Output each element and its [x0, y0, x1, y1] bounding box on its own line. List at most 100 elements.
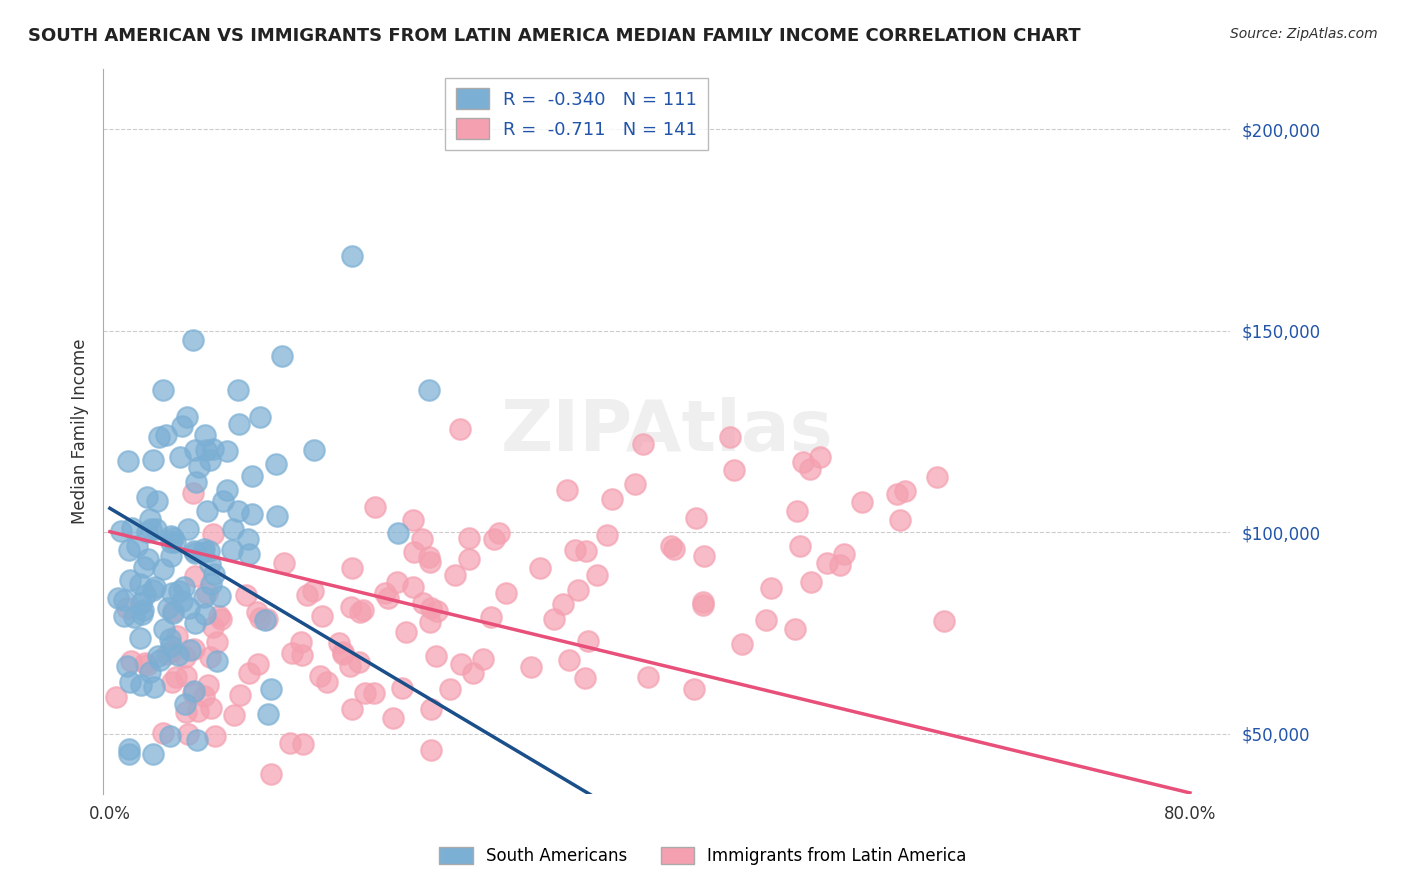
Point [149, 653, 172, 667]
Point [249, 409, 271, 424]
Point [183, 684, 205, 698]
Point [693, 549, 716, 563]
Point [332, 645, 354, 659]
Point [257, 707, 280, 722]
Point [143, 680, 166, 694]
Point [683, 681, 706, 696]
Point [543, 612, 565, 626]
Point [623, 476, 645, 491]
Point [273, 556, 295, 570]
Point [761, 581, 783, 595]
Point [278, 735, 301, 749]
Point [633, 436, 655, 450]
Point [692, 599, 714, 613]
Point [167, 584, 190, 599]
Point [482, 533, 505, 547]
Point [419, 556, 441, 570]
Point [385, 575, 408, 590]
Point [363, 686, 385, 700]
Point [792, 455, 814, 469]
Point [458, 531, 481, 545]
Point [291, 648, 314, 662]
Point [832, 547, 855, 561]
Point [120, 675, 142, 690]
Point [347, 655, 370, 669]
Point [195, 504, 218, 518]
Point [156, 648, 179, 662]
Point [160, 585, 183, 599]
Point [402, 545, 425, 559]
Point [349, 605, 371, 619]
Point [311, 609, 333, 624]
Point [155, 427, 177, 442]
Point [249, 611, 271, 625]
Point [238, 533, 260, 547]
Point [193, 689, 215, 703]
Point [235, 588, 257, 602]
Point [193, 591, 215, 605]
Point [159, 730, 181, 744]
Y-axis label: Median Family Income: Median Family Income [72, 339, 89, 524]
Point [194, 443, 217, 458]
Point [815, 557, 838, 571]
Point [146, 648, 169, 663]
Point [131, 597, 153, 611]
Point [209, 612, 232, 626]
Point [387, 525, 409, 540]
Point [159, 632, 181, 646]
Point [328, 636, 350, 650]
Point [174, 668, 197, 682]
Point [145, 522, 167, 536]
Point [205, 635, 228, 649]
Point [136, 552, 159, 566]
Point [246, 657, 269, 671]
Point [332, 647, 354, 661]
Point [132, 560, 155, 574]
Point [195, 586, 218, 600]
Point [419, 702, 441, 716]
Point [226, 383, 249, 397]
Point [179, 601, 201, 615]
Point [162, 531, 184, 545]
Point [529, 560, 551, 574]
Point [107, 591, 129, 606]
Point [117, 454, 139, 468]
Point [302, 442, 325, 457]
Point [166, 648, 188, 663]
Point [183, 686, 205, 700]
Point [129, 631, 152, 645]
Point [271, 349, 294, 363]
Point [174, 697, 197, 711]
Point [934, 614, 956, 628]
Point [576, 633, 599, 648]
Point [886, 487, 908, 501]
Point [246, 605, 269, 619]
Point [174, 705, 197, 719]
Point [115, 601, 138, 615]
Point [118, 573, 141, 587]
Point [574, 671, 596, 685]
Point [105, 690, 128, 704]
Point [188, 460, 211, 475]
Point [118, 747, 141, 761]
Point [160, 549, 183, 563]
Point [160, 674, 183, 689]
Point [659, 539, 682, 553]
Point [187, 704, 209, 718]
Point [419, 615, 441, 629]
Point [122, 610, 145, 624]
Point [810, 450, 832, 465]
Point [172, 418, 194, 433]
Point [159, 534, 181, 549]
Point [374, 585, 396, 599]
Point [183, 641, 205, 656]
Point [139, 522, 162, 536]
Point [159, 639, 181, 653]
Point [212, 494, 235, 508]
Point [191, 545, 214, 559]
Point [145, 493, 167, 508]
Point [377, 591, 399, 605]
Point [121, 521, 143, 535]
Point [229, 689, 252, 703]
Point [723, 463, 745, 477]
